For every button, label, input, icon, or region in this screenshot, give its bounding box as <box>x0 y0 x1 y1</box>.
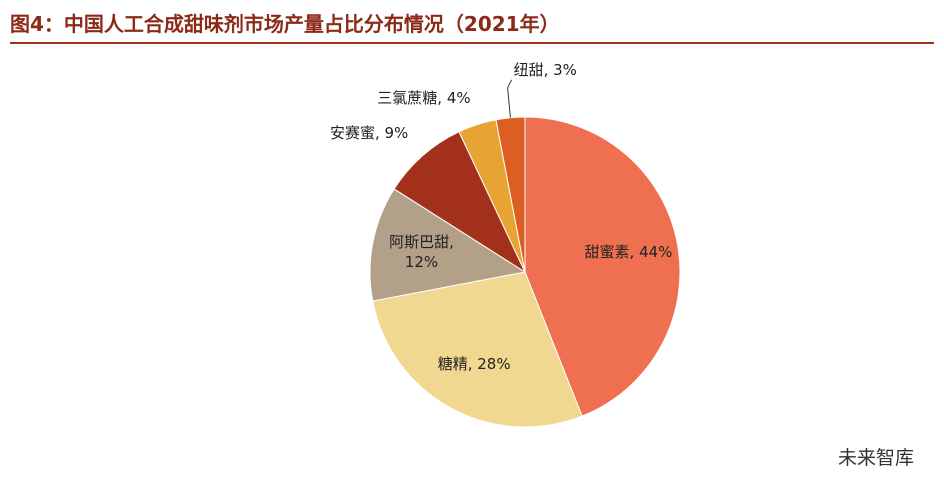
data-label: 三氯蔗糖, 4% <box>377 88 471 107</box>
pie-slice <box>369 188 527 302</box>
data-label: 糖精, 28% <box>437 355 511 374</box>
data-label: 安赛蜜, 9% <box>329 124 409 143</box>
data-label: 纽甜, 3% <box>513 60 577 79</box>
data-label: 甜蜜素, 44% <box>584 243 673 262</box>
chart-title: 图4：中国人工合成甜味剂市场产量占比分布情况（2021年） <box>10 12 560 36</box>
leader-line <box>507 79 513 118</box>
title-rule <box>10 42 934 44</box>
pie-slice <box>524 116 681 417</box>
pie-slice <box>393 131 527 274</box>
watermark: 未来智库 <box>837 447 914 469</box>
data-label: 阿斯巴甜, 12% <box>389 233 454 272</box>
pie-slice <box>372 271 583 428</box>
